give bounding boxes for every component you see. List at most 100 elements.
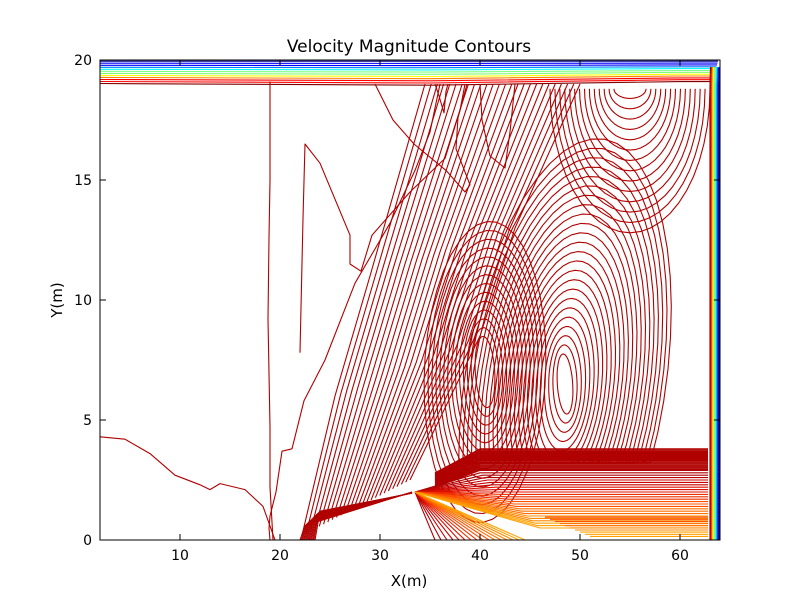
floor-contour-line	[414, 491, 478, 540]
vortex-contour	[513, 260, 617, 464]
contour-line	[434, 454, 708, 478]
floor-contour-line	[414, 491, 526, 540]
floor-contour-line	[414, 491, 454, 540]
contour-line	[392, 83, 556, 490]
lid-contour-line	[100, 64, 718, 67]
y-tick-label: 5	[83, 413, 92, 429]
y-axis-ticks: 0 5 10 15 20	[74, 53, 720, 549]
floor-contour-line	[414, 486, 708, 493]
contour-line	[318, 83, 451, 527]
contour-line	[405, 83, 575, 483]
contour-line	[434, 468, 708, 488]
contour-line	[268, 83, 441, 540]
y-tick-label: 10	[74, 293, 92, 309]
contour-line	[314, 83, 445, 529]
contour-line	[613, 88, 647, 99]
floor-contour-line	[414, 491, 708, 498]
axes-frame	[99, 59, 721, 541]
contour-line	[383, 83, 544, 494]
x-axis-ticks: 10 20 30 40 50 60	[171, 60, 689, 564]
vortex-contour	[535, 307, 595, 461]
wall-contour-line	[709, 67, 712, 540]
lid-contour-line	[100, 81, 713, 86]
floor-contour-line	[414, 491, 708, 522]
contour-line	[434, 457, 708, 480]
contour-line	[100, 436, 276, 540]
wall-contour-line	[713, 67, 716, 540]
vortex-contour	[531, 297, 599, 464]
contour-line	[267, 81, 274, 540]
contour-line	[479, 83, 516, 169]
floor-contour-line	[414, 491, 708, 512]
floor-contour-line	[414, 472, 708, 493]
contour-line	[434, 451, 708, 476]
contour-line	[603, 88, 657, 120]
contour-line	[301, 83, 426, 536]
contour-line	[387, 83, 550, 492]
y-tick-label: 20	[74, 53, 92, 69]
contour-line	[434, 458, 708, 481]
floor-contour-line	[414, 491, 460, 540]
x-axis-label: X(m)	[391, 572, 428, 590]
contour-line	[564, 88, 696, 203]
chart-title: Velocity Magnitude Contours	[287, 37, 531, 57]
contour-line	[314, 492, 413, 540]
contour-line	[370, 83, 525, 501]
floor-contour-line	[414, 491, 708, 505]
floor-contour-line	[414, 491, 472, 540]
wall-contour-line	[717, 67, 720, 540]
vortex-contour	[522, 279, 608, 464]
contour-line	[583, 88, 677, 161]
wall-contour-line	[710, 67, 713, 540]
wall-contour-line	[711, 67, 714, 540]
vortex-contour	[543, 326, 587, 442]
floor-contour-line	[414, 491, 708, 515]
floor-contour-line	[414, 491, 442, 540]
contour-line	[323, 83, 457, 525]
contour-line	[357, 83, 507, 507]
lid-contour-line	[100, 79, 714, 84]
vortex-contour	[556, 353, 574, 415]
lid-contour-line	[100, 77, 714, 82]
floor-contour-line	[414, 479, 708, 493]
floor-contour-line	[414, 491, 708, 500]
x-tick-label: 50	[571, 548, 589, 564]
x-tick-label: 20	[271, 548, 289, 564]
floor-contour-line	[414, 489, 708, 493]
vortex-contour	[462, 309, 508, 435]
contour-line	[353, 83, 500, 509]
vortex-contour	[518, 269, 612, 464]
x-tick-label: 10	[171, 548, 189, 564]
lid-contour-line	[100, 75, 715, 80]
contour-line	[569, 88, 691, 192]
floor-contour-line	[414, 491, 708, 507]
x-tick-label: 30	[371, 548, 389, 564]
vortex-contour	[548, 335, 582, 433]
vortex-contour	[451, 282, 519, 462]
contour-line	[434, 466, 708, 486]
floor-contour-line	[414, 481, 708, 493]
contour-line	[434, 459, 708, 481]
contour-line	[434, 462, 708, 483]
contour-line	[578, 88, 682, 172]
wall-contour-line	[716, 67, 719, 540]
floor-contour-line	[414, 474, 708, 493]
contour-line	[434, 449, 708, 474]
floor-contour-line	[414, 491, 708, 503]
contour-line	[598, 88, 662, 130]
contour-line	[434, 455, 708, 479]
contour-line	[574, 88, 686, 182]
y-tick-label: 15	[74, 173, 92, 189]
contour-line	[588, 88, 672, 151]
floor-contour-line	[414, 491, 448, 540]
contour-line	[559, 88, 701, 213]
contour-line	[554, 88, 706, 224]
contour-line	[366, 83, 519, 503]
lid-contour-line	[100, 71, 716, 75]
wall-contour-line	[714, 67, 717, 540]
y-tick-label: 0	[83, 533, 92, 549]
x-tick-label: 40	[471, 548, 489, 564]
contour-line	[299, 83, 466, 353]
contour-line	[374, 83, 531, 498]
